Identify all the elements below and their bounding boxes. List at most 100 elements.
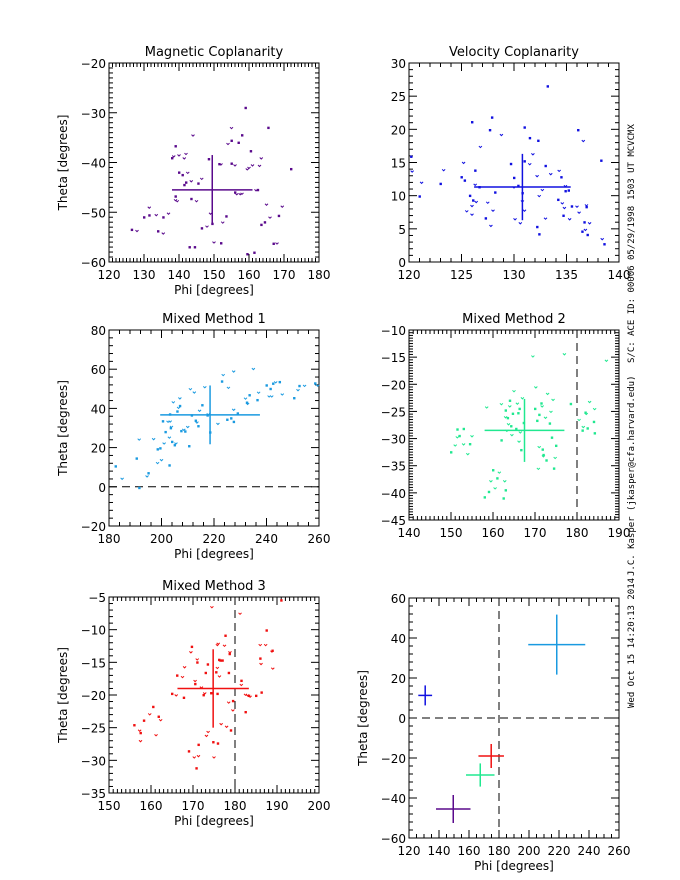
data-point [240,679,243,683]
data-point [494,191,497,194]
data-point [218,162,221,166]
data-point [600,237,605,241]
data-point [178,404,182,408]
data-point [171,440,174,444]
data-point [206,663,210,666]
data-point [546,85,549,88]
x-tick-label: 260 [608,844,631,858]
data-point [244,710,247,714]
data-point [202,694,205,697]
data-point [536,225,539,229]
data-point [461,161,466,165]
data-point [256,398,259,402]
data-point [542,453,545,457]
data-point [138,486,141,490]
data-point [207,158,211,161]
data-point [154,733,158,737]
y-axis-label: Theta [degrees] [356,670,370,767]
y-tick-label: −15 [381,351,406,365]
data-point [506,416,510,420]
data-point [499,133,504,137]
data-point [513,176,516,180]
data-point [243,397,248,400]
data-point [562,206,567,210]
data-point [603,243,606,246]
data-point [226,386,231,390]
data-point [181,173,184,177]
data-point [204,671,207,675]
data-point [487,490,491,494]
data-point [543,217,548,220]
footer-date: Wed Oct 15 14:20:13 2014 [627,578,637,708]
y-tick-label: 10 [391,190,406,204]
x-tick-label: 130 [133,268,156,282]
data-point [152,705,155,709]
data-point [192,756,197,759]
y-tick-label: −20 [81,57,106,71]
data-point [256,188,260,192]
chart-title: Mixed Method 1 [162,312,266,327]
x-tick-label: 125 [450,268,473,282]
data-point [510,425,513,428]
data-point [474,169,477,172]
data-point [531,355,535,358]
data-point [268,216,272,219]
data-point [456,428,459,431]
y-tick-label: 0 [398,712,406,726]
footer-time: 1503 UT MCVCMX [627,124,637,200]
y-tick-label: 80 [91,324,106,338]
data-point [175,199,180,203]
data-point [135,229,139,233]
data-point [137,729,142,732]
data-point [182,696,186,700]
data-point [552,467,556,470]
data-point [520,397,525,400]
data-point [189,180,194,183]
data-point [171,401,176,404]
data-point [296,388,300,392]
x-tick-label: 180 [224,799,247,813]
data-point [557,198,560,202]
data-point [536,419,539,423]
data-point [277,214,281,218]
data-point [523,126,526,129]
data-point [269,395,274,398]
data-point [259,157,264,160]
data-point [508,399,512,402]
data-point [272,242,275,245]
data-point [518,431,523,434]
data-point [504,409,507,412]
data-point [537,445,542,449]
chart-title: Magnetic Coplanarity [145,45,284,60]
data-point [280,393,285,396]
y-tick-label: −60 [81,256,106,270]
data-point [215,671,218,674]
data-point [157,230,160,233]
data-point [194,419,198,422]
data-point [168,464,171,467]
data-point [154,213,159,217]
data-point [484,406,489,409]
data-point [244,106,247,110]
data-point [135,457,138,460]
y-tick-label: −15 [81,656,106,670]
data-point [517,440,521,443]
y-tick-label: −45 [381,514,406,528]
data-point [275,242,279,245]
data-point [419,181,424,185]
data-point [272,382,275,385]
data-point [536,467,541,471]
data-point [549,410,553,414]
data-point [187,750,191,753]
data-point [489,480,493,483]
y-tick-label: 0 [398,256,406,270]
data-point [280,205,285,208]
data-point [224,725,229,729]
data-point [468,443,472,446]
data-point [258,643,263,647]
data-point [464,210,469,213]
data-point [185,171,190,175]
data-point [584,204,589,207]
data-point [260,691,263,694]
